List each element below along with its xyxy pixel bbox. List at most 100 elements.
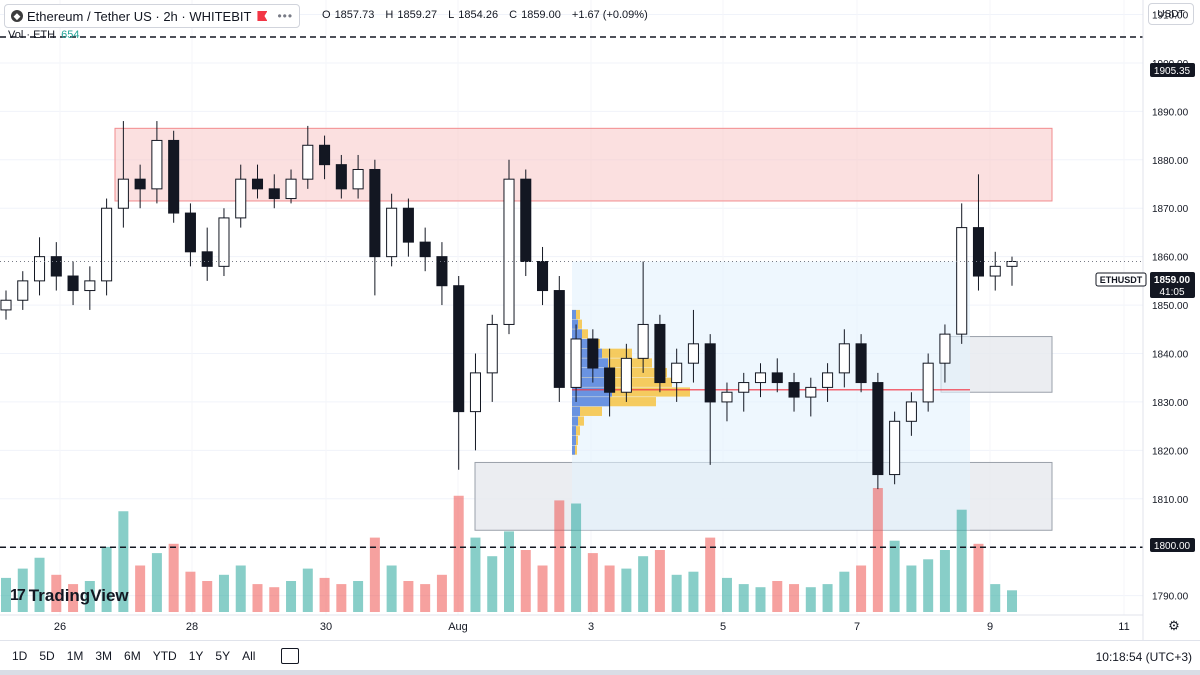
vp-bar-up: [572, 348, 602, 358]
ohlc-legend: O 1857.73 H 1859.27 L 1854.26 C 1859.00 +1.6…: [322, 9, 652, 21]
candle-down: [771, 372, 783, 384]
vp-bar-up: [572, 309, 576, 320]
candle-down: [453, 285, 465, 413]
volume-bar: [889, 540, 900, 612]
time-tick-label: 9: [987, 621, 993, 633]
candle-up: [956, 227, 968, 335]
tf-5d[interactable]: 5D: [39, 649, 55, 663]
volume-bar: [990, 584, 1001, 612]
volume-bar: [168, 543, 179, 612]
vp-bar-up: [572, 397, 610, 407]
levels: [0, 36, 1143, 548]
volume-bar: [755, 587, 766, 612]
countdown-text: 41:05: [1159, 287, 1184, 298]
logo-text: TradingView: [28, 586, 129, 605]
time-tick-label: 28: [186, 621, 198, 633]
volume-bar: [1, 577, 11, 612]
volume-bar: [118, 511, 129, 612]
volume-label: Vol · ETH: [8, 29, 56, 41]
price-tick-label: 1880.00: [1152, 156, 1189, 167]
candle-up: [822, 372, 834, 388]
price-tick-label: 1850.00: [1152, 301, 1189, 312]
volume-bar: [537, 565, 548, 612]
high-value: 1859.27: [397, 9, 438, 21]
volume-bar: [319, 577, 330, 612]
time-tick-label: 30: [320, 621, 332, 633]
candle-down: [587, 338, 599, 369]
candle-up: [486, 323, 498, 374]
volume-bar: [84, 581, 95, 612]
volume-bar: [17, 568, 28, 612]
price-chart[interactable]: 1910.001900.001890.001880.001870.001860.…: [0, 0, 1200, 640]
volume-bar: [738, 584, 749, 612]
volume-bar: [939, 550, 950, 612]
candle-down: [50, 256, 62, 277]
price-tick-label: 1820.00: [1152, 446, 1189, 457]
date-range-icon[interactable]: [281, 648, 300, 664]
candle-down: [520, 178, 532, 262]
volume-bar: [554, 500, 565, 612]
volume-bar: [504, 531, 514, 612]
tf-all[interactable]: All: [242, 649, 256, 663]
volume-bar: [269, 587, 280, 612]
volume-bar: [101, 546, 112, 612]
volume-bar: [772, 581, 783, 612]
price-axis[interactable]: 1910.001900.001890.001880.001870.001860.…: [1152, 11, 1189, 603]
tf-3m[interactable]: 3M: [95, 649, 113, 663]
change-value: +1.67 (+0.09%): [571, 9, 648, 21]
volume-bar: [353, 581, 364, 612]
vp-bar-up: [572, 368, 610, 378]
symbol-tag: [1095, 272, 1147, 287]
zone-resistance[interactable]: [114, 127, 1053, 202]
candle-down: [654, 323, 666, 384]
candle-up: [17, 280, 29, 301]
level-1800-tag: [1150, 538, 1195, 552]
volume-bar: [403, 581, 414, 612]
candle-up: [838, 343, 850, 374]
volume-bar: [604, 565, 615, 612]
tf-ytd[interactable]: YTD: [152, 649, 177, 663]
volume-bar: [822, 584, 833, 612]
close-value: 1859.00: [521, 9, 561, 21]
bottom-toolbar: 1D 5D 1M 3M 6M YTD 1Y 5Y All 10:18:54 (U…: [0, 640, 1200, 671]
candle-up: [503, 178, 515, 325]
candle-down: [436, 256, 448, 287]
volume-bar: [302, 568, 313, 612]
volume-bar: [906, 565, 917, 612]
vp-bar-total: [572, 406, 602, 416]
candle-up: [805, 386, 817, 398]
candle-up: [922, 362, 934, 403]
volume-bar: [386, 565, 397, 612]
symbol-title-box[interactable]: ◆ Ethereum / Tether US · 2h · WHITEBIT •…: [4, 4, 301, 28]
candle-up: [738, 382, 750, 393]
price-tick-label: 1810.00: [1152, 495, 1189, 506]
volume-bar: [51, 574, 62, 612]
volume-bar: [235, 565, 246, 612]
candle-down: [201, 251, 213, 267]
tf-5y[interactable]: 5Y: [215, 649, 231, 663]
price-tick-label: 1910.00: [1152, 11, 1189, 22]
currency-selector[interactable]: USDT: [1148, 3, 1194, 25]
tf-1d[interactable]: 1D: [12, 649, 28, 663]
volume-bar: [872, 488, 883, 612]
tf-1m[interactable]: 1M: [66, 649, 84, 663]
clock-readout[interactable]: 10:18:54 (UTC+3): [1095, 650, 1192, 664]
candle-up: [687, 343, 699, 364]
more-dots-icon[interactable]: •••: [277, 9, 294, 23]
settings-gear-icon[interactable]: ⚙: [1168, 618, 1180, 633]
last-price-text: 1859.00: [1154, 275, 1191, 286]
vp-bar-up: [572, 329, 582, 339]
axis-price-tags: 1905.35 1800.00 ETHUSDT 1859.00 41:05: [1095, 63, 1195, 552]
tf-1y[interactable]: 1Y: [188, 649, 204, 663]
volume-bar: [688, 571, 699, 612]
tf-6m[interactable]: 6M: [124, 649, 141, 663]
time-axis[interactable]: 26 28 30 Aug 3 5 7 9 11: [54, 621, 1130, 633]
candle-up: [0, 299, 12, 311]
time-tick-label: 11: [1118, 621, 1129, 633]
volume-bar: [252, 584, 263, 612]
last-price-tag: [1150, 272, 1195, 298]
flag-icon[interactable]: [257, 11, 268, 21]
vp-bar-total: [572, 358, 652, 368]
candle-up: [889, 420, 901, 476]
